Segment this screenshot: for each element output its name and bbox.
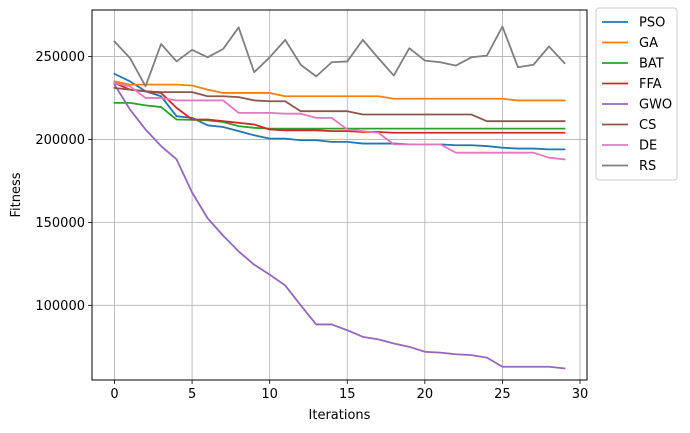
x-tick-label: 10 xyxy=(261,387,278,402)
legend-label-gwo: GWO xyxy=(639,98,672,113)
series-line-bat xyxy=(113,102,566,130)
legend-label-ffa: FFA xyxy=(639,77,662,92)
y-axis: 100000 150000 200000 250000 xyxy=(35,50,92,314)
x-tick-label: 0 xyxy=(110,387,118,402)
legend: PSO GA BAT FFA GWO CS DE RS xyxy=(595,7,678,181)
x-tick-label: 15 xyxy=(339,387,356,402)
x-axis-label: Iterations xyxy=(309,408,371,423)
series-line-ga xyxy=(113,80,566,102)
series-lines xyxy=(113,25,566,370)
legend-label-de: DE xyxy=(639,139,657,154)
plot-background xyxy=(92,10,587,380)
legend-label-ga: GA xyxy=(639,36,658,51)
y-tick-label: 200000 xyxy=(35,133,85,148)
legend-label-rs: RS xyxy=(639,159,656,174)
x-tick-label: 30 xyxy=(572,387,589,402)
series-line-de xyxy=(113,81,566,161)
x-tick-label: 25 xyxy=(494,387,511,402)
series-line-cs xyxy=(113,86,566,123)
x-tick-label: 20 xyxy=(417,387,434,402)
grid xyxy=(92,10,587,380)
legend-label-bat: BAT xyxy=(639,57,664,72)
y-tick-label: 150000 xyxy=(35,216,85,231)
series-line-ffa xyxy=(113,81,566,134)
y-tick-label: 100000 xyxy=(35,299,85,314)
legend-frame xyxy=(595,7,678,181)
plot-frame xyxy=(91,9,588,381)
y-tick-label: 250000 xyxy=(35,50,85,65)
x-tick-label: 5 xyxy=(188,387,196,402)
series-line-rs xyxy=(113,25,566,88)
series-line-gwo xyxy=(113,83,566,370)
y-axis-label: Fitness xyxy=(9,172,24,217)
x-axis: 0 5 10 15 20 25 30 xyxy=(110,380,588,402)
legend-label-cs: CS xyxy=(639,118,656,133)
legend-label-pso: PSO xyxy=(639,16,665,31)
